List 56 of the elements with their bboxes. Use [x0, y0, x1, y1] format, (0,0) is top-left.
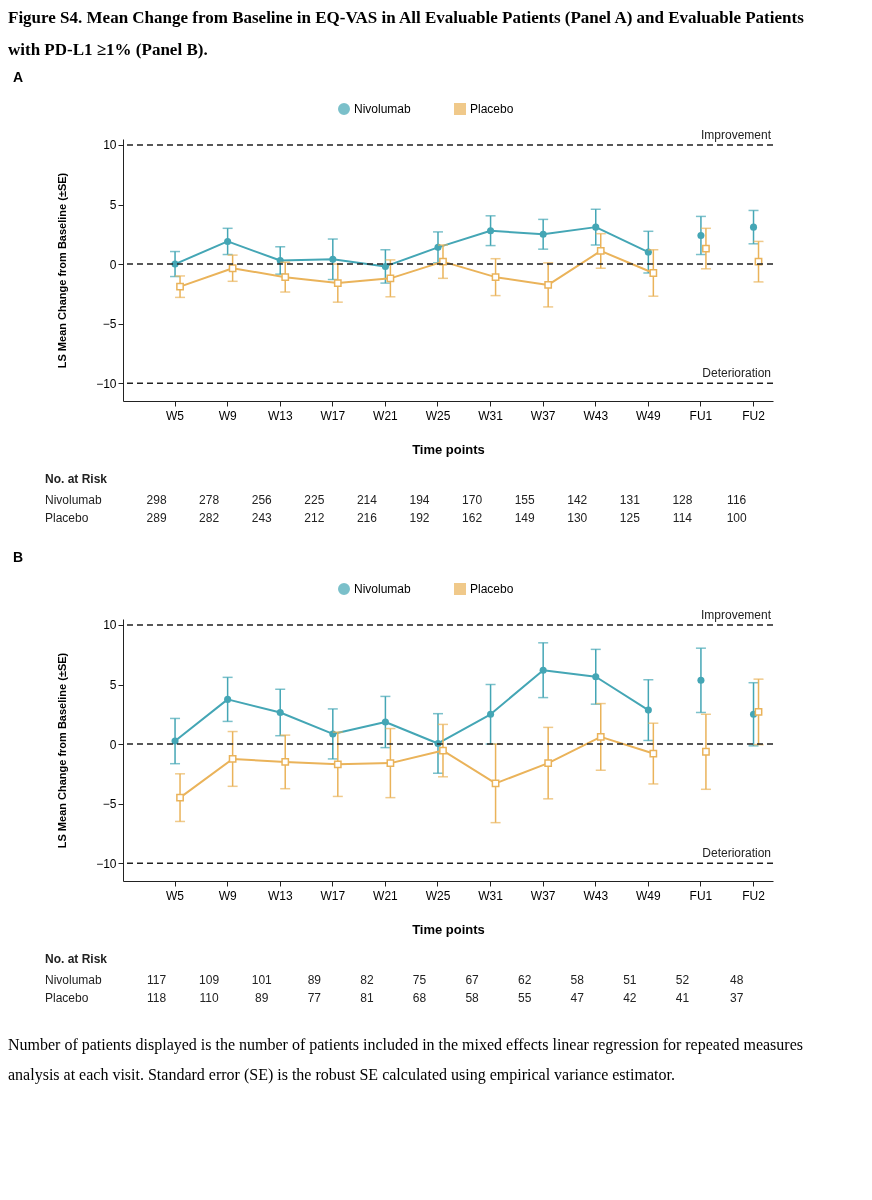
y-tick-label: −10 [96, 376, 117, 391]
x-tick-label: W31 [478, 408, 504, 423]
legend-label: Nivolumab [354, 582, 412, 596]
y-tick-label: 0 [109, 257, 117, 272]
y-tick-label: 5 [109, 678, 117, 692]
ref-line-label: Improvement [700, 607, 772, 622]
text: Number of patients displayed is the number of patients included in the mixed effects linear regression for repeated measures analysis at each visit. Standard error (SE) is the robust SE calculated using empirical variance estimator. [8, 1035, 804, 1086]
x-tick-label: W9 [218, 888, 237, 903]
x-tick-label: W49 [636, 408, 661, 423]
x-tick-label: W31 [478, 888, 504, 903]
legend-label: Placebo [470, 582, 514, 596]
x-tick-label: W17 [320, 888, 346, 903]
text: Placebo 118 110 89 77 81 68 58 55 47 42 41 37 [45, 991, 744, 1005]
x-tick-label: W21 [373, 408, 399, 423]
x-tick-label: W43 [583, 888, 609, 903]
text: Nivolumab 117 109 101 89 82 75 67 62 58 51 52 48 [45, 973, 744, 987]
x-tick-label: FU2 [742, 888, 766, 903]
x-tick-label: W13 [267, 888, 293, 903]
ref-line-label: Deterioration [702, 846, 771, 861]
x-tick-label: FU2 [742, 408, 766, 423]
x-tick-label: W5 [166, 408, 185, 423]
x-tick-label: W13 [267, 408, 293, 423]
x-tick-label: W5 [166, 888, 185, 903]
text: Nivolumab 298 278 256 225 214 194 170 155 142 131 128 116 [45, 493, 747, 507]
x-axis-title: Time points [412, 441, 485, 457]
x-tick-label: W49 [636, 888, 661, 903]
x-tick-label: W21 [373, 888, 399, 903]
legend-label: Nivolumab [354, 102, 412, 116]
y-axis-title: LS Mean Change from Baseline (±SE) [56, 652, 69, 849]
text: No. at Risk [45, 472, 108, 486]
y-tick-label: −5 [102, 317, 117, 332]
y-tick-label: 10 [103, 138, 117, 153]
x-tick-label: W9 [218, 408, 237, 423]
legend-label: Placebo [470, 102, 514, 116]
chart-subtitle: A [13, 69, 24, 85]
x-tick-label: W37 [530, 408, 556, 423]
x-tick-label: W43 [583, 408, 609, 423]
chart-title: Figure S4. Mean Change from Baseline in EQ-VAS in All Evaluable Patients (Panel A) and Evaluable Patients with PD-L1 ≥1% (Panel B). [8, 7, 805, 61]
y-axis-title: LS Mean Change from Baseline (±SE) [56, 172, 69, 369]
chart-subtitle: B [13, 549, 24, 565]
y-tick-label: 0 [109, 737, 117, 752]
y-tick-label: 5 [109, 198, 117, 212]
y-tick-label: 10 [103, 618, 117, 633]
y-tick-label: −5 [102, 797, 117, 812]
x-tick-label: W37 [530, 888, 556, 903]
text: Placebo 289 282 243 212 216 192 162 149 130 125 114 100 [45, 511, 747, 525]
text: No. at Risk [45, 952, 108, 966]
x-axis-title: Time points [412, 921, 485, 937]
ref-line-label: Deterioration [702, 366, 771, 381]
y-tick-label: −10 [96, 856, 117, 871]
x-tick-label: W25 [425, 408, 451, 423]
x-tick-label: W25 [425, 888, 451, 903]
x-tick-label: FU1 [689, 408, 713, 423]
ref-line-label: Improvement [700, 127, 772, 142]
x-tick-label: W17 [320, 408, 346, 423]
x-tick-label: FU1 [689, 888, 713, 903]
